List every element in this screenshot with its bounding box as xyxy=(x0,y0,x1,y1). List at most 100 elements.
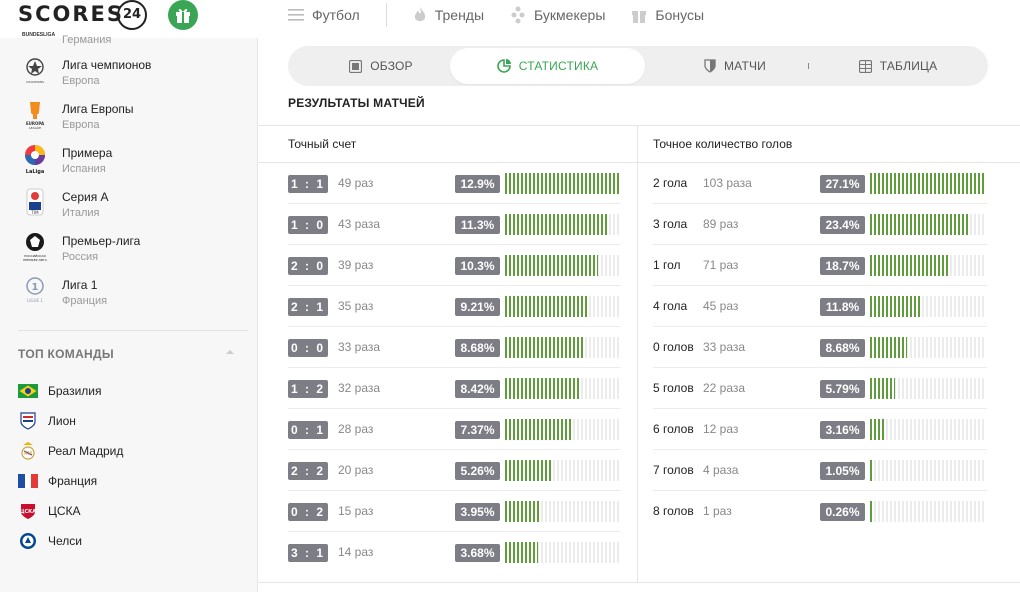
row-divider xyxy=(653,244,987,245)
sidebar-team-france[interactable]: Франция xyxy=(18,470,97,492)
percent-badge: 8.68% xyxy=(820,339,865,357)
exact-goals-row: 1 гол 71 раз 18.7% xyxy=(653,245,987,286)
tab-matches[interactable]: Матчи xyxy=(660,48,810,84)
percent-badge: 10.3% xyxy=(455,257,500,275)
row-divider xyxy=(288,244,621,245)
frequency-bar xyxy=(870,460,874,481)
percent-badge: 7.37% xyxy=(455,421,500,439)
table-icon xyxy=(858,59,872,73)
team-name: Реал Мадрид xyxy=(48,444,124,458)
row-divider xyxy=(288,285,621,286)
sidebar-team-real-madrid[interactable]: RM Реал Мадрид xyxy=(18,440,123,462)
score-badge: 2 : 0 xyxy=(288,257,328,275)
league-country: Европа xyxy=(62,75,100,87)
frequency-bar-track xyxy=(505,419,621,440)
frequency-bar xyxy=(870,296,921,317)
occurrence-count: 33 раза xyxy=(338,340,381,354)
tab-label: Таблица xyxy=(879,59,938,73)
champions-league-icon: CHAMPIONS xyxy=(26,58,44,84)
gift-icon xyxy=(632,11,647,23)
tab-overview[interactable]: Обзор xyxy=(306,48,456,84)
exact-score-row: 2 : 1 35 раз 9.21% xyxy=(288,286,621,327)
goals-label: 3 гола xyxy=(653,217,688,231)
frequency-bar-track xyxy=(505,337,621,358)
nav-football[interactable]: Футбол xyxy=(288,7,360,23)
exact-score-row: 1 : 1 49 раз 12.9% xyxy=(288,163,621,204)
exact-goals-header: Точное количество голов xyxy=(653,137,793,151)
occurrence-count: 32 раза xyxy=(338,381,381,395)
sidebar-team-chelsea[interactable]: Челси xyxy=(18,530,82,552)
exact-score-row: 0 : 0 33 раза 8.68% xyxy=(288,327,621,368)
percent-badge: 11.8% xyxy=(820,298,865,316)
logo-number-badge[interactable]: 24 xyxy=(117,0,147,30)
row-divider xyxy=(288,203,621,204)
table-border xyxy=(258,582,1020,583)
frequency-bar-track xyxy=(870,419,986,440)
svg-text:ПРЕМЬЕР-ЛИГА: ПРЕМЬЕР-ЛИГА xyxy=(23,258,48,262)
frequency-bar-track xyxy=(870,501,986,522)
bookmaker-icon xyxy=(511,6,525,24)
row-divider xyxy=(288,408,621,409)
occurrence-count: 20 раз xyxy=(338,463,374,477)
row-divider xyxy=(288,326,621,327)
main-nav: Футбол Тренды Букмекеры Бонусы xyxy=(288,0,730,30)
row-divider xyxy=(288,490,621,491)
row-divider xyxy=(288,449,621,450)
tab-table[interactable]: Таблица xyxy=(823,48,973,84)
percent-badge: 0.26% xyxy=(820,503,865,521)
nav-trends-label: Тренды xyxy=(434,7,485,23)
frequency-bar xyxy=(505,214,607,235)
nav-bonuses[interactable]: Бонусы xyxy=(631,6,704,24)
gift-button[interactable] xyxy=(168,0,198,30)
sidebar-team-brazil[interactable]: Бразилия xyxy=(18,380,102,402)
score-badge: 0 : 2 xyxy=(288,503,328,521)
sidebar-team-cska[interactable]: ЦСКА ЦСКА xyxy=(18,500,81,522)
menu-icon xyxy=(288,9,304,21)
frequency-bar-track xyxy=(870,378,986,399)
frequency-bar-track xyxy=(505,378,621,399)
exact-goals-row: 4 гола 45 раз 11.8% xyxy=(653,286,987,327)
sidebar: BUNDESLIGA Германия CHAMPIONS Лига чемпи… xyxy=(0,32,258,592)
flame-icon xyxy=(414,7,425,21)
svg-text:EUROPA: EUROPA xyxy=(26,121,45,126)
tab-statistics[interactable]: Статистика xyxy=(450,48,645,84)
svg-text:LaLiga: LaLiga xyxy=(26,169,44,174)
occurrence-count: 43 раза xyxy=(338,217,381,231)
tab-label: Обзор xyxy=(370,59,413,73)
score-badge: 0 : 1 xyxy=(288,421,328,439)
chevron-up-icon[interactable] xyxy=(226,349,234,355)
exact-score-row: 1 : 2 32 раза 8.42% xyxy=(288,368,621,409)
team-name: ЦСКА xyxy=(48,504,81,518)
nav-trends[interactable]: Тренды xyxy=(413,6,484,24)
nav-bookmakers[interactable]: Букмекеры xyxy=(510,6,605,24)
frequency-bar xyxy=(505,542,538,563)
frequency-bar-track xyxy=(505,460,621,481)
goals-label: 8 голов xyxy=(653,504,694,518)
exact-score-row: 0 : 2 15 раз 3.95% xyxy=(288,491,621,532)
frequency-bar xyxy=(505,255,598,276)
sidebar-divider xyxy=(18,330,248,331)
nav-divider xyxy=(385,3,387,27)
occurrence-count: 33 раза xyxy=(703,340,746,354)
frequency-bar xyxy=(505,296,588,317)
lyon-crest-icon xyxy=(18,412,38,430)
top-teams-title: ТОП КОМАНДЫ xyxy=(18,347,114,361)
goals-label: 7 голов xyxy=(653,463,694,477)
percent-badge: 3.16% xyxy=(820,421,865,439)
occurrence-count: 39 раз xyxy=(338,258,374,272)
goals-label: 5 голов xyxy=(653,381,694,395)
svg-text:RM: RM xyxy=(24,451,32,457)
frequency-bar xyxy=(505,173,621,194)
percent-badge: 5.79% xyxy=(820,380,865,398)
percent-badge: 11.3% xyxy=(455,216,500,234)
sidebar-team-lyon[interactable]: Лион xyxy=(18,410,76,432)
site-logo[interactable]: SCORES xyxy=(18,2,125,26)
frequency-bar-track xyxy=(870,337,986,358)
frequency-bar xyxy=(505,337,583,358)
occurrence-count: 103 раза xyxy=(703,176,752,190)
exact-score-row: 2 : 0 39 раз 10.3% xyxy=(288,245,621,286)
league-country: Испания xyxy=(62,163,106,175)
score-badge: 1 : 2 xyxy=(288,380,328,398)
percent-badge: 9.21% xyxy=(455,298,500,316)
league-name: Премьер-лига xyxy=(62,234,141,248)
